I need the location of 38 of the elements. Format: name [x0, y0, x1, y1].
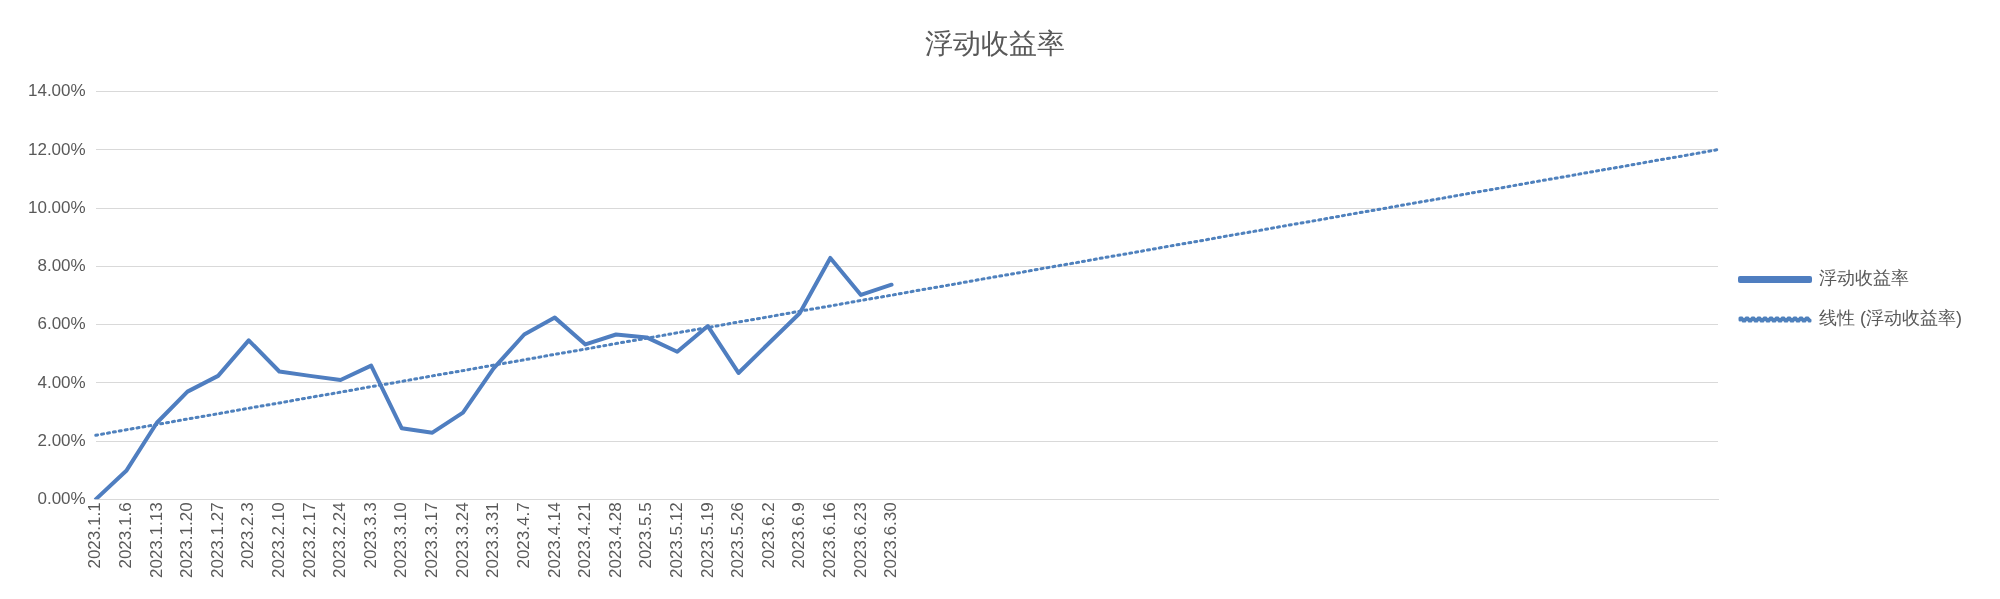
x-tick-label: 2023.1.27	[207, 502, 227, 579]
legend-label: 线性 (浮动收益率)	[1819, 308, 1963, 329]
x-tick-label: 2023.3.10	[391, 502, 411, 579]
y-tick-label: 10.00%	[27, 197, 86, 217]
y-tick-label: 0.00%	[37, 489, 86, 509]
legend-label: 浮动收益率	[1819, 268, 1910, 289]
x-tick-label: 2023.1.1	[85, 502, 105, 569]
x-tick-label: 2023.5.26	[728, 502, 748, 579]
x-tick-label: 2023.1.20	[177, 502, 197, 579]
x-tick-label: 2023.5.19	[697, 502, 717, 579]
y-tick-label: 2.00%	[37, 430, 86, 450]
x-tick-label: 2023.3.31	[483, 502, 503, 579]
y-tick-label: 4.00%	[37, 372, 86, 392]
x-tick-label: 2023.2.10	[269, 502, 289, 579]
y-tick-label: 6.00%	[37, 314, 86, 334]
x-tick-label: 2023.2.24	[330, 502, 350, 579]
x-tick-label: 2023.6.23	[850, 502, 870, 579]
x-tick-label: 2023.6.16	[820, 502, 839, 579]
x-tick-label: 2023.4.14	[544, 502, 564, 579]
x-tick-label: 2023.4.21	[575, 502, 595, 579]
x-tick-label: 2023.3.24	[452, 502, 472, 579]
y-tick-label: 8.00%	[37, 256, 86, 276]
x-tick-label: 2023.6.30	[881, 502, 901, 579]
x-tick-label: 2023.2.3	[238, 502, 258, 569]
chart-title: 浮动收益率	[925, 27, 1065, 59]
x-tick-label: 2023.1.6	[115, 502, 135, 569]
x-tick-label: 2023.3.3	[360, 502, 380, 569]
x-tick-label: 2023.2.17	[299, 502, 319, 579]
x-tick-label: 2023.3.17	[422, 502, 442, 579]
x-tick-label: 2023.6.9	[789, 502, 809, 569]
x-tick-label: 2023.5.5	[636, 502, 656, 569]
y-tick-label: 14.00%	[27, 81, 86, 101]
y-tick-label: 12.00%	[27, 139, 86, 159]
x-tick-label: 2023.1.13	[146, 502, 166, 579]
x-tick-label: 2023.5.12	[666, 502, 686, 579]
x-tick-label: 2023.4.7	[513, 502, 533, 569]
x-tick-label: 2023.6.2	[758, 502, 778, 569]
x-tick-label: 2023.4.28	[605, 502, 625, 579]
